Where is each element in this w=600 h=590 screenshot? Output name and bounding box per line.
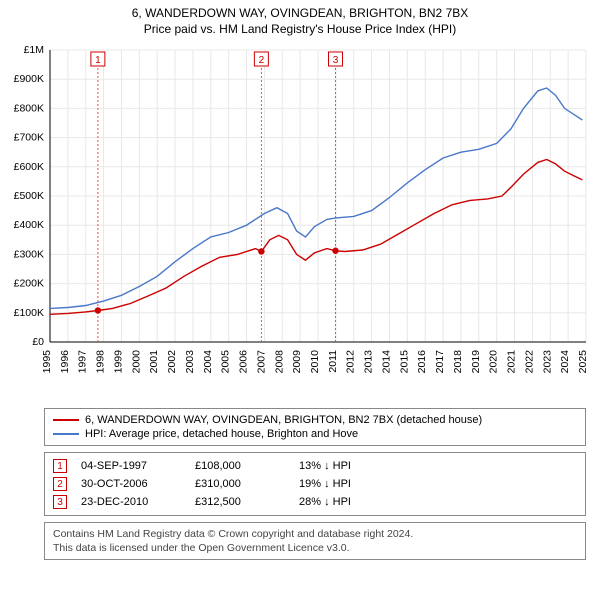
transaction-delta: 28% ↓ HPI (299, 496, 399, 508)
svg-text:2: 2 (259, 55, 265, 66)
svg-text:2001: 2001 (148, 350, 160, 374)
svg-text:2021: 2021 (506, 350, 518, 374)
chart-title-subtitle: Price paid vs. HM Land Registry's House … (6, 22, 594, 36)
transaction-date: 30-OCT-2006 (81, 478, 181, 490)
svg-text:£900K: £900K (14, 73, 44, 85)
svg-text:3: 3 (333, 55, 339, 66)
transaction-price: £312,500 (195, 496, 285, 508)
svg-text:1999: 1999 (112, 350, 124, 374)
transaction-price: £108,000 (195, 460, 285, 472)
svg-text:2000: 2000 (130, 350, 142, 374)
transaction-delta: 13% ↓ HPI (299, 460, 399, 472)
svg-text:2007: 2007 (255, 350, 267, 374)
attribution: Contains HM Land Registry data © Crown c… (44, 522, 586, 560)
svg-text:2016: 2016 (416, 350, 428, 374)
legend-swatch (53, 433, 79, 435)
svg-text:1998: 1998 (95, 350, 107, 374)
svg-text:2002: 2002 (166, 350, 178, 374)
svg-text:2017: 2017 (434, 350, 446, 374)
svg-text:1: 1 (95, 55, 101, 66)
svg-text:2011: 2011 (327, 350, 339, 373)
transaction-marker: 1 (53, 459, 67, 473)
svg-text:2010: 2010 (309, 350, 321, 374)
transaction-date: 04-SEP-1997 (81, 460, 181, 472)
svg-text:2009: 2009 (291, 350, 303, 374)
svg-text:£500K: £500K (14, 190, 44, 202)
svg-text:2015: 2015 (398, 350, 410, 374)
legend-label: 6, WANDERDOWN WAY, OVINGDEAN, BRIGHTON, … (85, 414, 482, 426)
svg-text:2025: 2025 (577, 350, 589, 374)
svg-text:£1M: £1M (24, 44, 44, 56)
svg-text:£700K: £700K (14, 132, 44, 144)
attribution-line1: Contains HM Land Registry data © Crown c… (53, 527, 577, 541)
svg-text:£100K: £100K (14, 307, 44, 319)
svg-text:1996: 1996 (59, 350, 71, 374)
svg-text:£600K: £600K (14, 161, 44, 173)
transaction-row: 2 30-OCT-2006 £310,000 19% ↓ HPI (53, 475, 577, 493)
legend-swatch (53, 419, 79, 421)
price-chart: £0 £100K £200K £300K £400K £500K £600K £700K £80… (6, 42, 594, 402)
svg-text:2019: 2019 (470, 350, 482, 374)
legend-label: HPI: Average price, detached house, Brig… (85, 428, 358, 440)
transaction-row: 1 04-SEP-1997 £108,000 13% ↓ HPI (53, 457, 577, 475)
svg-text:2012: 2012 (345, 350, 357, 374)
svg-text:2018: 2018 (452, 350, 464, 374)
transaction-marker: 3 (53, 495, 67, 509)
chart-svg: £0 £100K £200K £300K £400K £500K £600K £700K £80… (6, 42, 594, 402)
chart-title-block: 6, WANDERDOWN WAY, OVINGDEAN, BRIGHTON, … (6, 6, 594, 36)
svg-text:2022: 2022 (523, 350, 535, 374)
svg-text:2004: 2004 (202, 350, 214, 374)
legend-item: HPI: Average price, detached house, Brig… (53, 427, 577, 441)
svg-text:2013: 2013 (363, 350, 375, 374)
svg-text:£800K: £800K (14, 102, 44, 114)
svg-text:£0: £0 (32, 336, 44, 348)
svg-text:1995: 1995 (41, 350, 53, 374)
chart-title-address: 6, WANDERDOWN WAY, OVINGDEAN, BRIGHTON, … (6, 6, 594, 20)
svg-text:1997: 1997 (77, 350, 89, 374)
transaction-marker: 2 (53, 477, 67, 491)
transaction-date: 23-DEC-2010 (81, 496, 181, 508)
transactions-table: 1 04-SEP-1997 £108,000 13% ↓ HPI 2 30-OCT-200… (44, 452, 586, 516)
attribution-line2: This data is licensed under the Open Gov… (53, 541, 577, 555)
transaction-delta: 19% ↓ HPI (299, 478, 399, 490)
svg-text:2024: 2024 (559, 350, 571, 374)
svg-text:2008: 2008 (273, 350, 285, 374)
legend: 6, WANDERDOWN WAY, OVINGDEAN, BRIGHTON, … (44, 408, 586, 446)
svg-text:2023: 2023 (541, 350, 553, 374)
svg-text:£400K: £400K (14, 219, 44, 231)
transaction-row: 3 23-DEC-2010 £312,500 28% ↓ HPI (53, 493, 577, 511)
svg-text:£200K: £200K (14, 278, 44, 290)
svg-text:2020: 2020 (488, 350, 500, 374)
svg-text:2003: 2003 (184, 350, 196, 374)
svg-text:2014: 2014 (380, 350, 392, 374)
svg-text:£300K: £300K (14, 248, 44, 260)
svg-text:2005: 2005 (220, 350, 232, 374)
svg-text:2006: 2006 (238, 350, 250, 374)
transaction-price: £310,000 (195, 478, 285, 490)
legend-item: 6, WANDERDOWN WAY, OVINGDEAN, BRIGHTON, … (53, 413, 577, 427)
